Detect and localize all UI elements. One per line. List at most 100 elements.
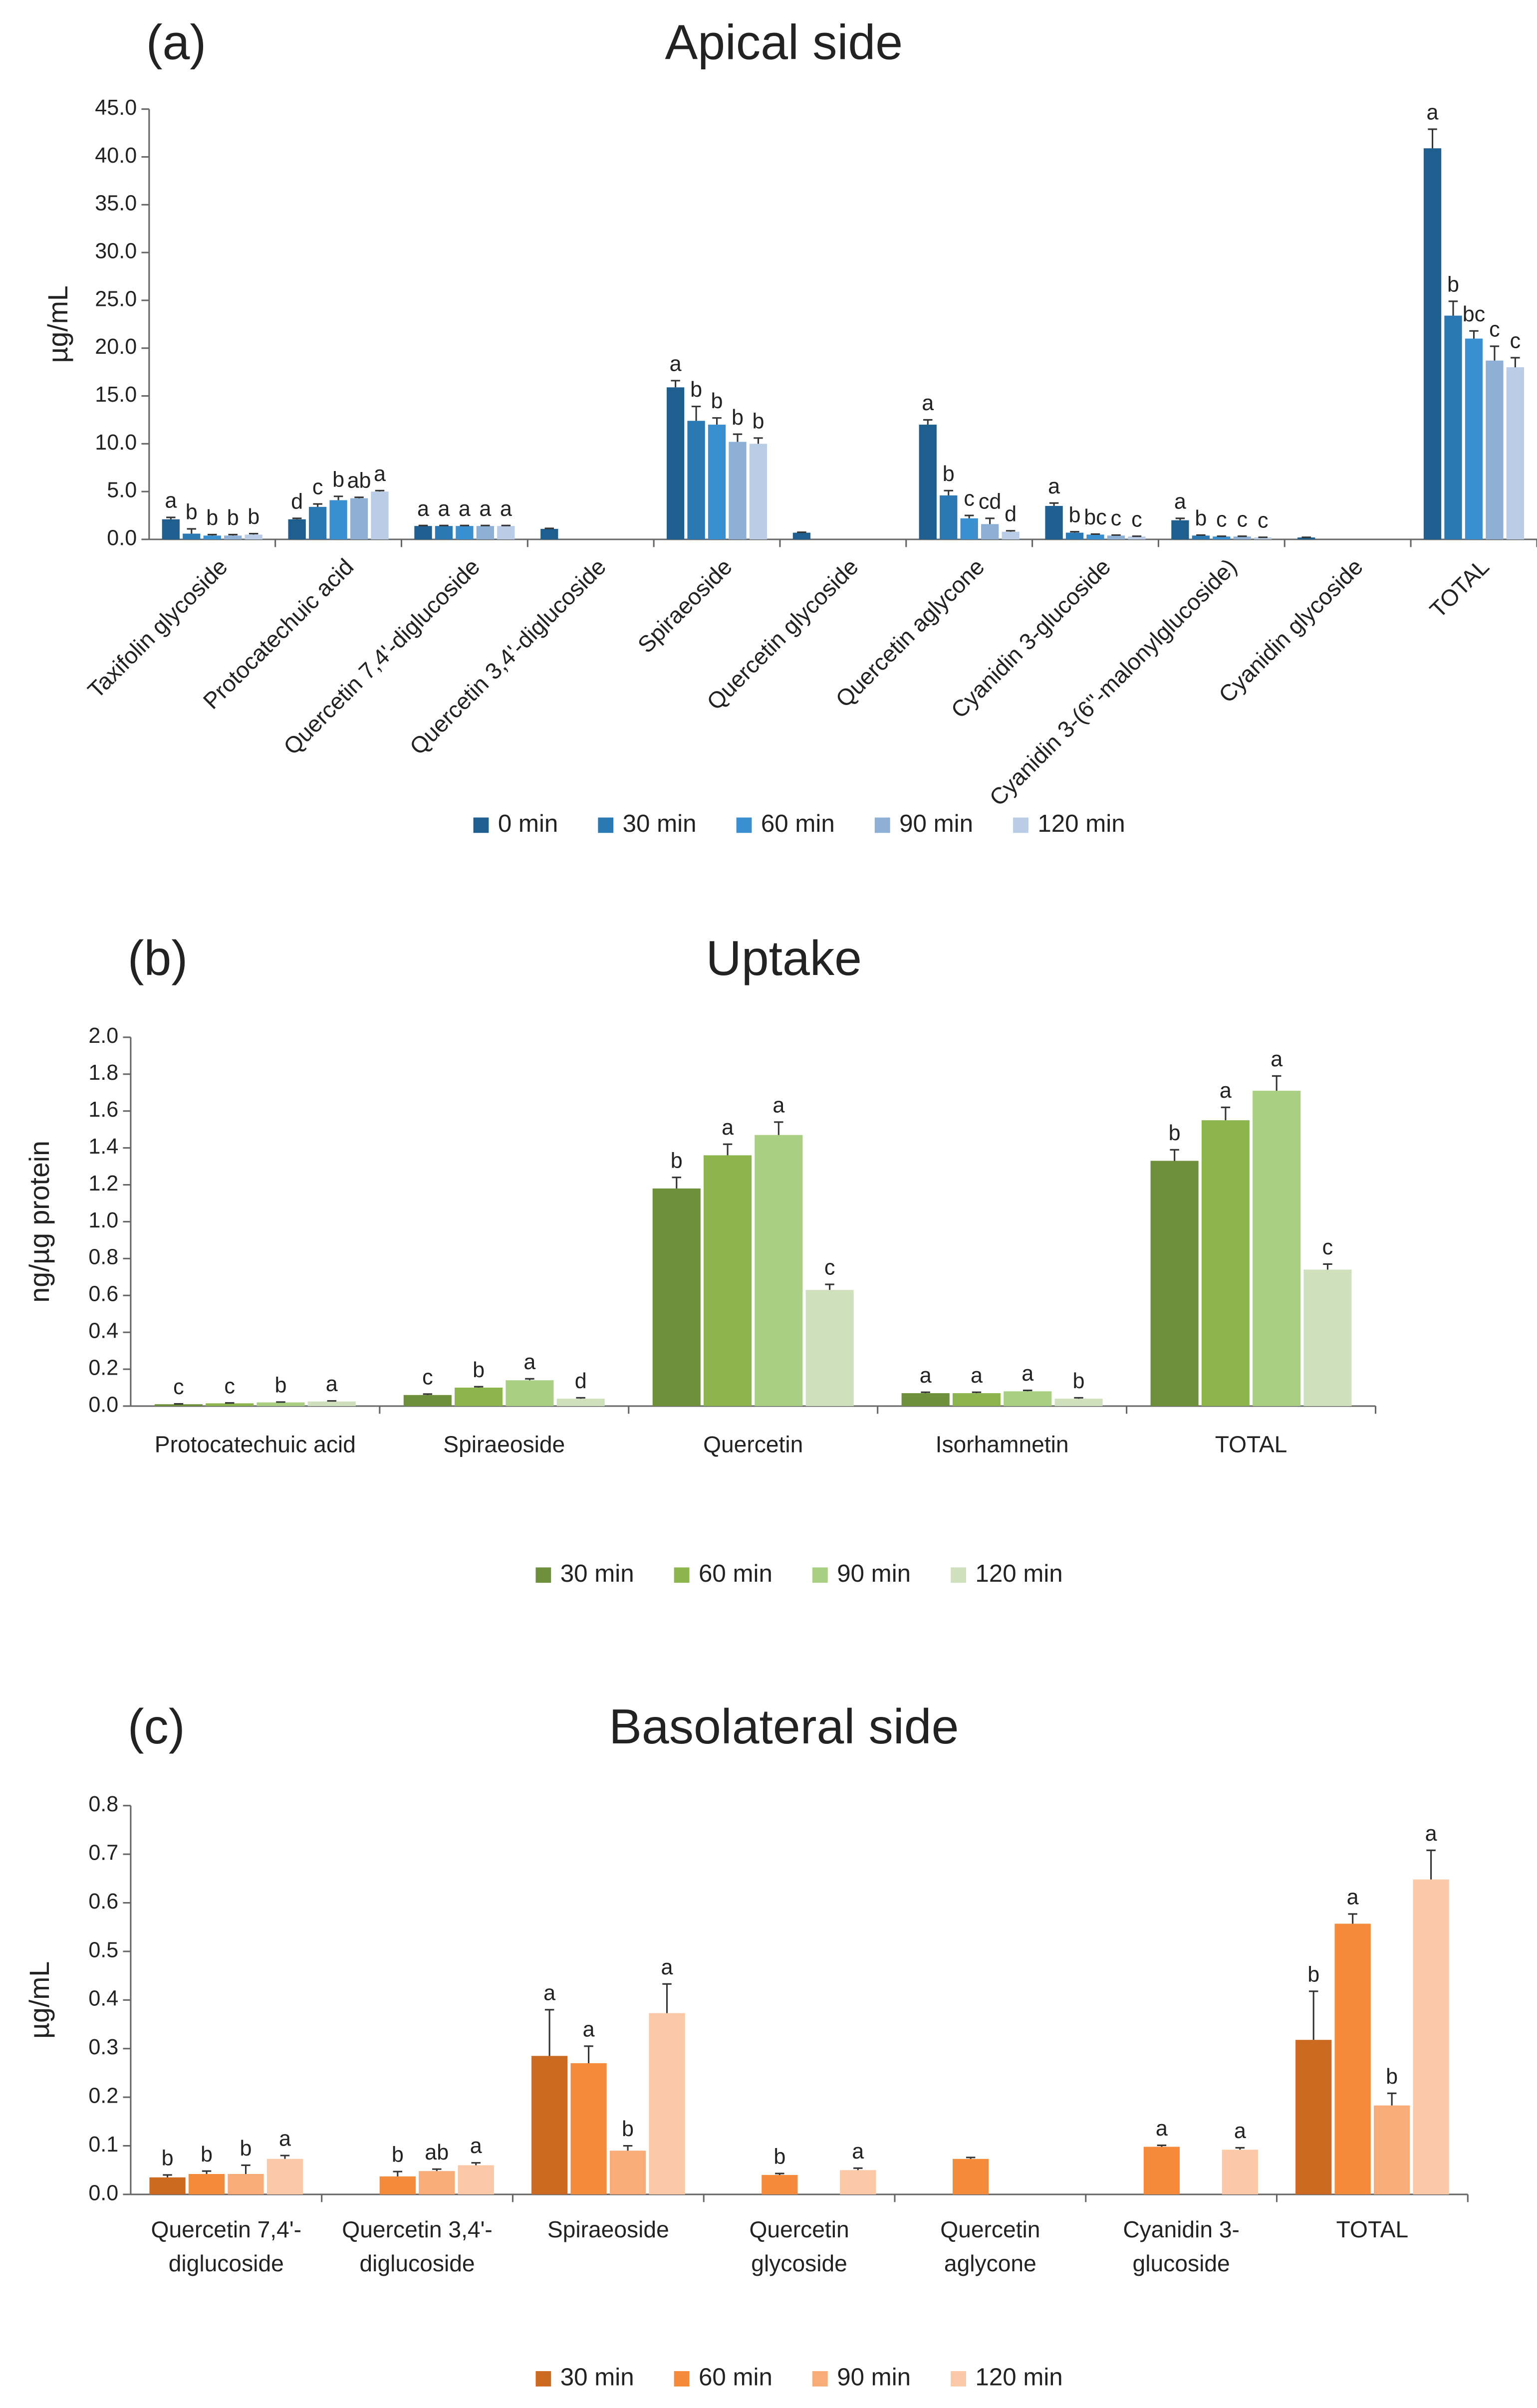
significance-letter: a <box>165 489 177 513</box>
x-tick-label: Spiraeoside <box>443 1431 565 1457</box>
bar <box>919 425 937 539</box>
x-tick-label: diglucoside <box>359 2250 475 2276</box>
significance-letter: a <box>1156 2117 1168 2141</box>
significance-letter: a <box>583 2017 595 2041</box>
bar <box>1334 1924 1371 2194</box>
significance-letter: d <box>1005 502 1017 526</box>
significance-letter: a <box>417 497 429 521</box>
y-tick-label: 0.0 <box>88 2181 118 2205</box>
error-bar <box>481 524 490 526</box>
error-bar <box>249 532 258 535</box>
significance-letter: a <box>920 1364 932 1388</box>
bar <box>206 1403 254 1406</box>
x-tick-label: Spiraeoside <box>547 2216 669 2242</box>
legend-swatch <box>951 1567 966 1583</box>
panel-label: (a) <box>146 14 206 69</box>
bar <box>419 2171 455 2194</box>
bar <box>1086 534 1104 539</box>
x-tick-label: Quercetin 3,4'- <box>342 2216 492 2242</box>
error-bar <box>671 380 680 388</box>
error-bar <box>1428 128 1437 149</box>
error-bar <box>423 1393 433 1395</box>
bar <box>371 491 389 539</box>
significance-letter: b <box>392 2143 404 2167</box>
legend-swatch <box>535 1567 551 1583</box>
error-bar <box>672 1177 682 1189</box>
significance-letter: b <box>473 1358 485 1382</box>
significance-letter: a <box>523 1350 535 1374</box>
error-bar <box>775 2172 784 2175</box>
legend-swatch <box>1013 817 1028 833</box>
bar <box>307 1401 356 1406</box>
bar <box>1150 1161 1199 1406</box>
bar <box>183 533 201 539</box>
bar <box>476 526 495 539</box>
y-tick-label: 35.0 <box>95 192 137 216</box>
error-bar <box>853 2167 863 2170</box>
bar <box>952 2159 989 2194</box>
significance-letter: c <box>422 1366 433 1390</box>
bar <box>1171 520 1189 539</box>
bar <box>805 1290 854 1406</box>
bar <box>708 425 726 539</box>
x-tick-label: Protocatechuic acid <box>155 1431 356 1457</box>
legend-label: 90 min <box>899 810 973 837</box>
significance-letter: c <box>1111 506 1122 530</box>
y-tick-label: 40.0 <box>95 144 137 168</box>
significance-letter: c <box>1510 329 1521 353</box>
significance-letter: a <box>279 2127 291 2151</box>
bar <box>652 1188 701 1406</box>
bar <box>308 506 327 539</box>
significance-letter: c <box>824 1256 835 1280</box>
x-tick-label: glycoside <box>751 2250 847 2276</box>
error-bar <box>393 2170 403 2176</box>
bar <box>1002 531 1020 539</box>
x-tick-label: Quercetin <box>703 1431 803 1457</box>
error-bar <box>432 2168 442 2171</box>
error-bar <box>623 2145 633 2151</box>
bar <box>704 1155 752 1406</box>
bar <box>203 535 221 539</box>
error-bar <box>576 1397 585 1399</box>
error-bar <box>797 531 806 533</box>
significance-letter: b <box>332 468 344 491</box>
y-tick-label: 0.4 <box>88 1319 118 1343</box>
bar <box>729 442 747 539</box>
y-axis-label: ng/µg protein <box>24 1141 55 1303</box>
bar <box>266 2159 303 2194</box>
bar <box>414 526 432 539</box>
bar <box>1054 1399 1103 1406</box>
significance-letter: a <box>479 497 491 521</box>
legend-swatch <box>473 817 489 833</box>
y-tick-label: 0.3 <box>88 2035 118 2059</box>
bar <box>1065 532 1084 539</box>
significance-letter: b <box>201 2143 213 2167</box>
y-tick-label: 2.0 <box>88 1024 118 1048</box>
error-bar <box>985 517 995 524</box>
error-bar <box>292 517 302 519</box>
significance-letter: a <box>470 2134 482 2158</box>
significance-letter: b <box>1073 1369 1085 1393</box>
significance-letter: b <box>1195 506 1207 530</box>
bar <box>1233 536 1251 539</box>
error-bar <box>825 1283 834 1290</box>
x-tick-label: Taxifolin glycoside <box>83 553 233 703</box>
error-bar <box>1235 2147 1245 2150</box>
error-bar <box>1157 2145 1167 2147</box>
significance-letter: b <box>752 409 764 433</box>
y-axis-label: µg/mL <box>24 1961 55 2039</box>
error-bar <box>1308 1990 1318 2040</box>
error-bar <box>1511 357 1520 368</box>
error-bar <box>354 496 364 498</box>
error-bar <box>280 2155 290 2159</box>
error-bar <box>241 2164 251 2174</box>
significance-letter: b <box>622 2117 634 2141</box>
error-bar <box>327 1400 337 1402</box>
error-bar <box>1323 1263 1332 1270</box>
significance-letter: c <box>1131 507 1142 531</box>
bar <box>1413 1879 1449 2194</box>
bar <box>531 2056 568 2194</box>
legend-label: 60 min <box>761 810 835 837</box>
bar <box>1303 1269 1352 1406</box>
bar <box>901 1393 950 1406</box>
